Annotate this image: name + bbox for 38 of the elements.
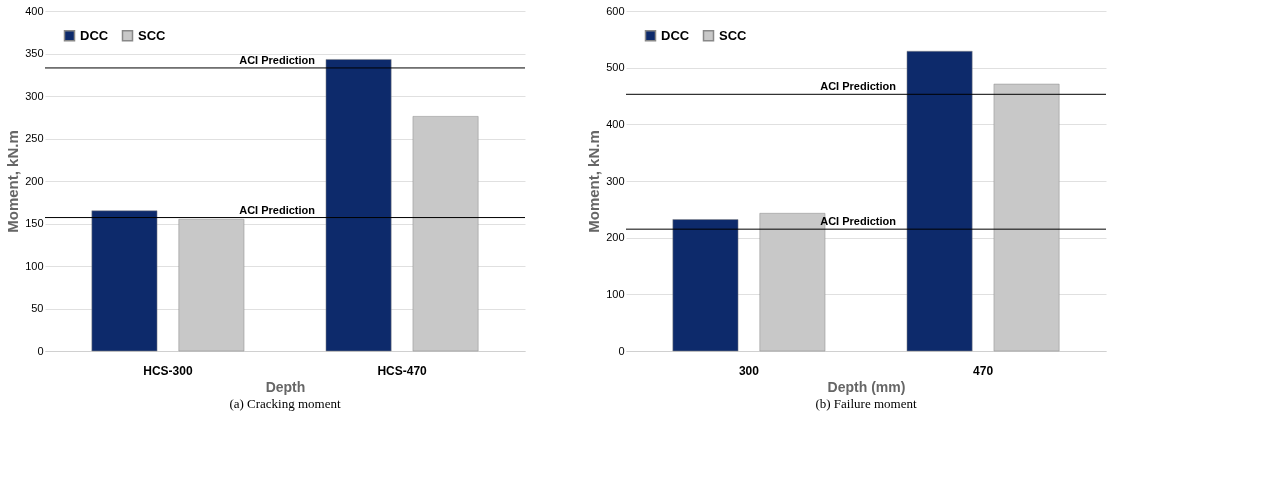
y-tick-label: 0 <box>618 344 625 357</box>
ref-line-label: ACI Prediction <box>820 80 897 93</box>
text: (a) Cracking moment <box>229 396 341 411</box>
y-tick-label: 300 <box>25 89 44 102</box>
y-tick-label: 600 <box>606 4 625 17</box>
ref-line-label: ACI Prediction <box>820 215 897 228</box>
y-tick-label: 400 <box>606 117 625 130</box>
y-tick-label: 150 <box>25 217 44 229</box>
legend-label: DCC <box>80 27 109 43</box>
bar <box>906 50 973 352</box>
y-axis-title: Moment, kN.m <box>585 130 603 233</box>
legend-label: DCC <box>661 27 690 43</box>
y-tick-label: 500 <box>606 61 625 74</box>
ref-line-label: ACI Prediction <box>239 53 316 66</box>
legend-label: SCC <box>138 27 167 43</box>
y-tick-label: 100 <box>25 259 44 272</box>
y-axis-title: Moment, kN.m <box>4 130 22 233</box>
x-tick-label: HCS-300 <box>143 363 193 378</box>
y-tick-label: 350 <box>25 47 44 59</box>
x-tick-label: 300 <box>738 363 760 378</box>
bar <box>91 210 158 352</box>
y-tick-label: 200 <box>25 174 44 187</box>
legend-label: SCC <box>719 27 748 43</box>
y-tick-label: 300 <box>606 174 625 187</box>
x-tick-label: HCS-470 <box>377 363 428 378</box>
ref-line-label: ACI Prediction <box>239 203 316 216</box>
x-tick-label: 470 <box>973 363 994 378</box>
bar <box>672 219 739 352</box>
y-tick-label: 0 <box>37 344 44 357</box>
text: (b) Failure moment <box>815 396 917 411</box>
y-tick-label: 400 <box>25 4 44 17</box>
y-tick-label: 50 <box>31 302 44 314</box>
x-axis-title: Depth <box>265 378 306 395</box>
y-tick-label: 250 <box>25 132 44 144</box>
y-tick-label: 200 <box>606 231 625 244</box>
x-axis-title: Depth (mm) <box>827 378 906 395</box>
bar <box>325 59 392 352</box>
y-tick-label: 100 <box>606 287 625 300</box>
